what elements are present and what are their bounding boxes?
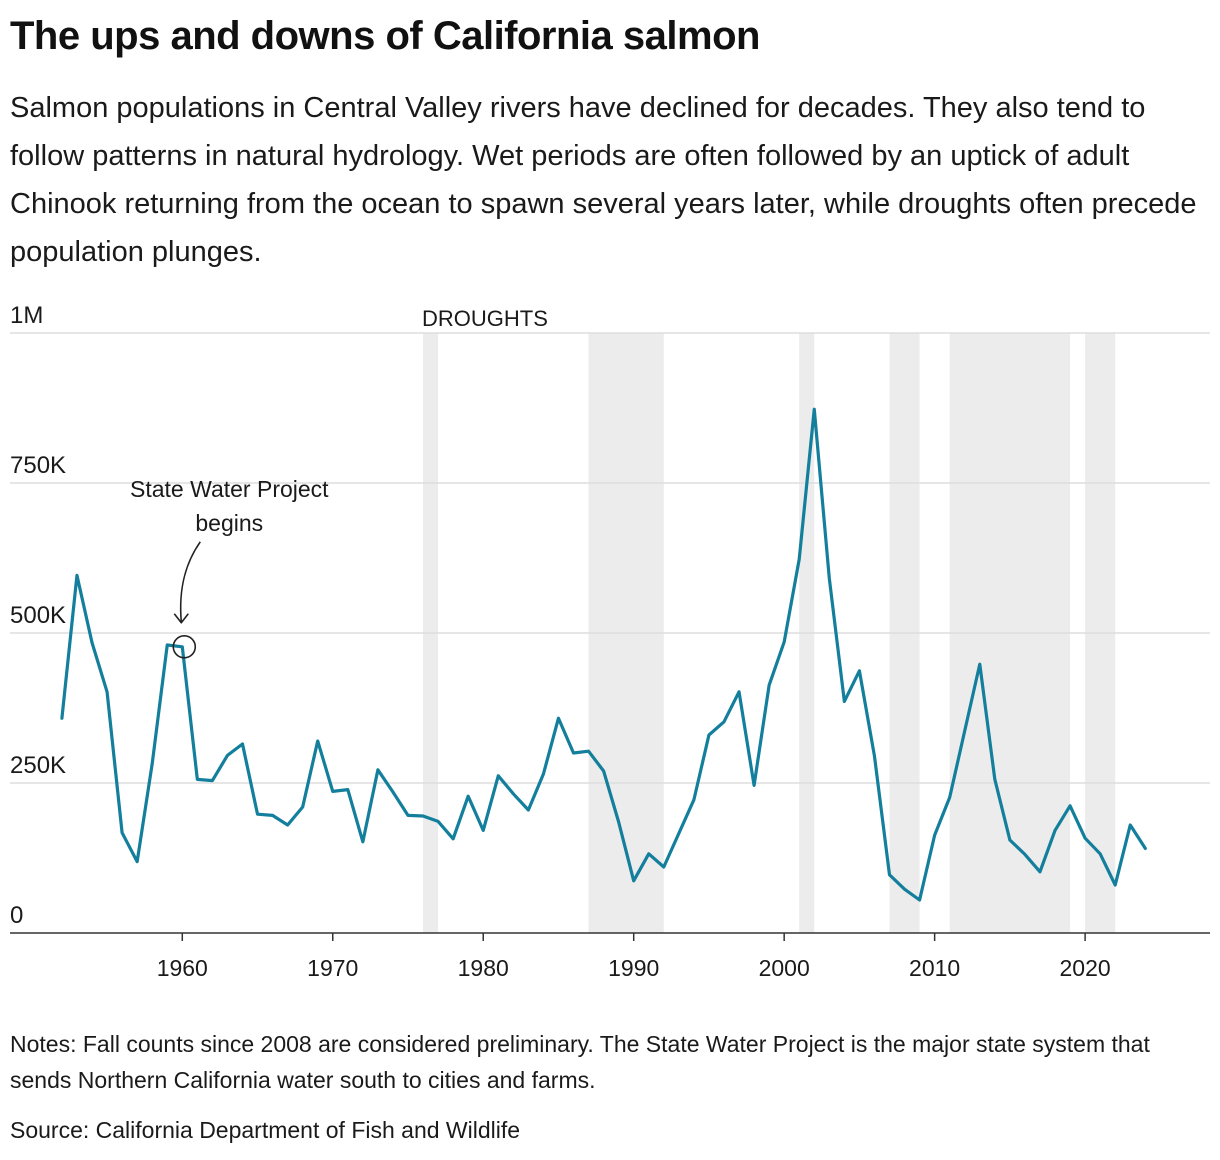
annotation-circle [172,634,197,659]
y-tick-label: 0 [10,902,23,929]
x-tick-label: 1960 [157,955,208,981]
droughts-label: DROUGHTS [422,306,548,331]
x-tick-label: 1990 [608,955,659,981]
x-tick-label: 1970 [307,955,358,981]
x-axis-ticks: 1960 1970 1980 1990 2000 2010 2020 [157,933,1111,981]
x-tick-label: 2000 [759,955,810,981]
gridlines [10,332,1210,784]
x-tick-label: 1980 [458,955,509,981]
y-tick-label: 250K [10,752,66,779]
y-tick-label: 1M [10,302,43,329]
y-tick-label: 500K [10,602,66,629]
salmon-series [60,407,1147,902]
annotation-text-line: State Water Project [130,476,329,502]
annotation-arrow-shaft [179,541,201,622]
annotation: State Water Project begins [130,476,329,659]
chart-source: Source: California Department of Fish an… [10,1117,521,1143]
y-tick-label: 750K [10,452,66,479]
x-tick-label: 2010 [909,955,960,981]
chart-subtitle: Salmon populations in Central Valley riv… [10,92,1197,268]
salmon-count-line [60,407,1147,902]
annotation-text-line: begins [195,510,263,536]
x-tick-label: 2020 [1060,955,1111,981]
annotation-arrowhead [173,613,189,624]
salmon-line-chart: 0 250K 500K 750K 1M DROUGHTS State Water Pro… [10,302,1210,981]
chart-notes: Notes: Fall counts since 2008 are consid… [10,1031,1150,1093]
y-axis-labels: 0 250K 500K 750K 1M [10,302,66,929]
chart-title: The ups and downs of California salmon [10,14,760,58]
